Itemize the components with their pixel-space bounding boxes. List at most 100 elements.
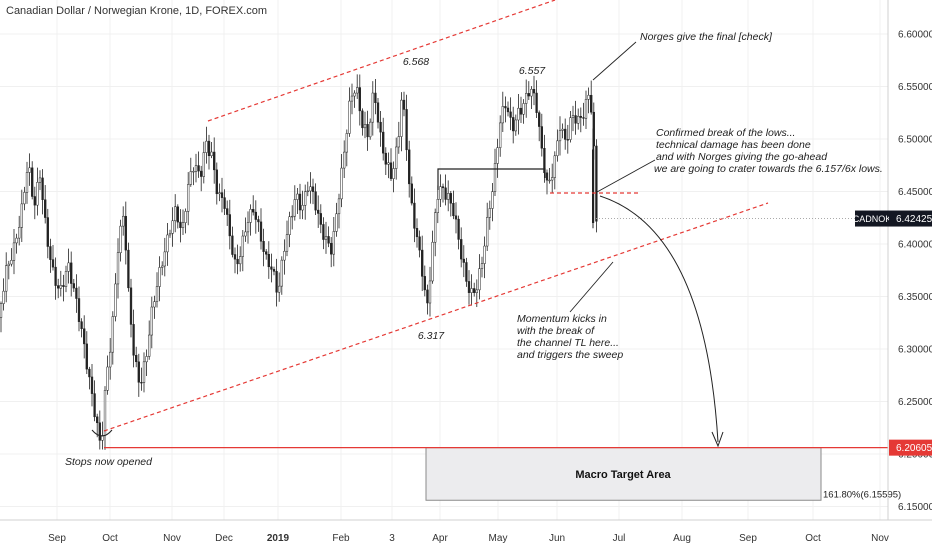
candle-body (538, 112, 541, 127)
y-tick-label: 6.30000 (898, 345, 932, 356)
x-tick-label: Jun (549, 533, 565, 544)
candle-body (428, 280, 432, 304)
candle-body (18, 227, 21, 239)
candle-body (314, 191, 317, 211)
candle-body (501, 106, 504, 124)
candle-body (270, 266, 273, 270)
candle-body (88, 368, 91, 378)
candle-body (15, 237, 18, 244)
symbol-tag-label: CADNOK (853, 214, 892, 224)
candle-body (361, 110, 364, 129)
current-price-tag-bg (889, 210, 932, 227)
annotation-momentum-line: the channel TL here... (517, 337, 619, 349)
candle-body (187, 184, 190, 212)
x-tick-label: Apr (432, 533, 448, 544)
candle-body (142, 361, 146, 383)
candle-body (564, 128, 567, 140)
candle-body (569, 117, 572, 140)
candle-body (285, 234, 289, 252)
x-tick-label: Sep (48, 533, 66, 544)
candle-body (460, 239, 463, 260)
candle-body (129, 287, 133, 325)
annotation-confirmed-line: we are going to crater towards the 6.157… (654, 163, 883, 175)
candle-body (436, 199, 439, 213)
zones: Macro Target Area 161.80%(6.15595) (425, 447, 901, 501)
candle-body (405, 109, 408, 151)
candles (0, 74, 598, 450)
candle-body (415, 228, 419, 238)
candle-body (252, 209, 255, 213)
y-tick-label: 6.55000 (898, 82, 932, 93)
candle-body (348, 100, 351, 134)
candle-body (418, 236, 421, 251)
candle-body (0, 303, 3, 318)
candle-body (410, 183, 413, 204)
candle-body (184, 211, 187, 223)
candle-body (343, 151, 346, 169)
candle-body (447, 193, 450, 200)
candle-body (116, 252, 120, 285)
candle-body (465, 262, 468, 282)
candle-body (59, 285, 62, 289)
candle-body (423, 276, 426, 291)
candle-body (392, 168, 395, 179)
candle-body (382, 131, 385, 154)
y-tick-label: 6.25000 (898, 397, 932, 408)
candle-body (322, 224, 325, 240)
y-tick-label: 6.50000 (898, 135, 932, 146)
candle-body (397, 136, 400, 148)
candle-body (473, 288, 476, 293)
norges-pointer (592, 41, 637, 81)
candle-body (350, 95, 354, 102)
drawings (103, 0, 888, 449)
x-tick-label: Oct (102, 533, 118, 544)
candle-body (376, 102, 380, 123)
candle-body (374, 92, 377, 104)
candle-body (205, 140, 208, 153)
candle-body (509, 111, 512, 118)
candle-body (171, 220, 174, 234)
candle-body (119, 225, 122, 254)
candle-body (215, 169, 218, 195)
candle-body (530, 88, 533, 97)
candle-body (296, 193, 299, 200)
candle-body (571, 115, 575, 118)
candle-body (38, 177, 42, 183)
candle-body (148, 334, 151, 357)
candle-body (449, 193, 452, 204)
candle-body (306, 190, 309, 193)
candle-body (577, 115, 580, 124)
support-tag-label: 6.20605 (896, 443, 932, 454)
candle-body (77, 298, 81, 322)
candle-body (236, 258, 239, 265)
candle-body (106, 366, 109, 391)
candle-body (259, 221, 263, 242)
candle-body (467, 281, 471, 293)
candle-body (179, 221, 182, 228)
candle-body (389, 162, 393, 179)
swing-label: 6.557 (519, 65, 546, 77)
candle-body (174, 206, 177, 222)
candle-body (241, 235, 244, 257)
annotation-stops-line: Stops now opened (65, 456, 153, 468)
candle-body (363, 124, 367, 129)
candle-body (20, 203, 23, 228)
candle-body (584, 99, 588, 119)
candle-body (140, 382, 143, 384)
candle-body (25, 172, 29, 193)
candle-body (535, 92, 538, 113)
candle-body (83, 328, 86, 345)
y-tick-label: 6.35000 (898, 292, 932, 303)
candle-body (49, 246, 52, 260)
candle-body (592, 149, 595, 223)
candle-body (595, 145, 598, 222)
neckline (437, 168, 546, 190)
candle-body (522, 103, 525, 115)
candle-body (249, 209, 252, 223)
target-box-label: Macro Target Area (575, 469, 671, 481)
candle-body (525, 93, 528, 104)
candle-body (527, 93, 530, 97)
candle-body (480, 263, 484, 269)
